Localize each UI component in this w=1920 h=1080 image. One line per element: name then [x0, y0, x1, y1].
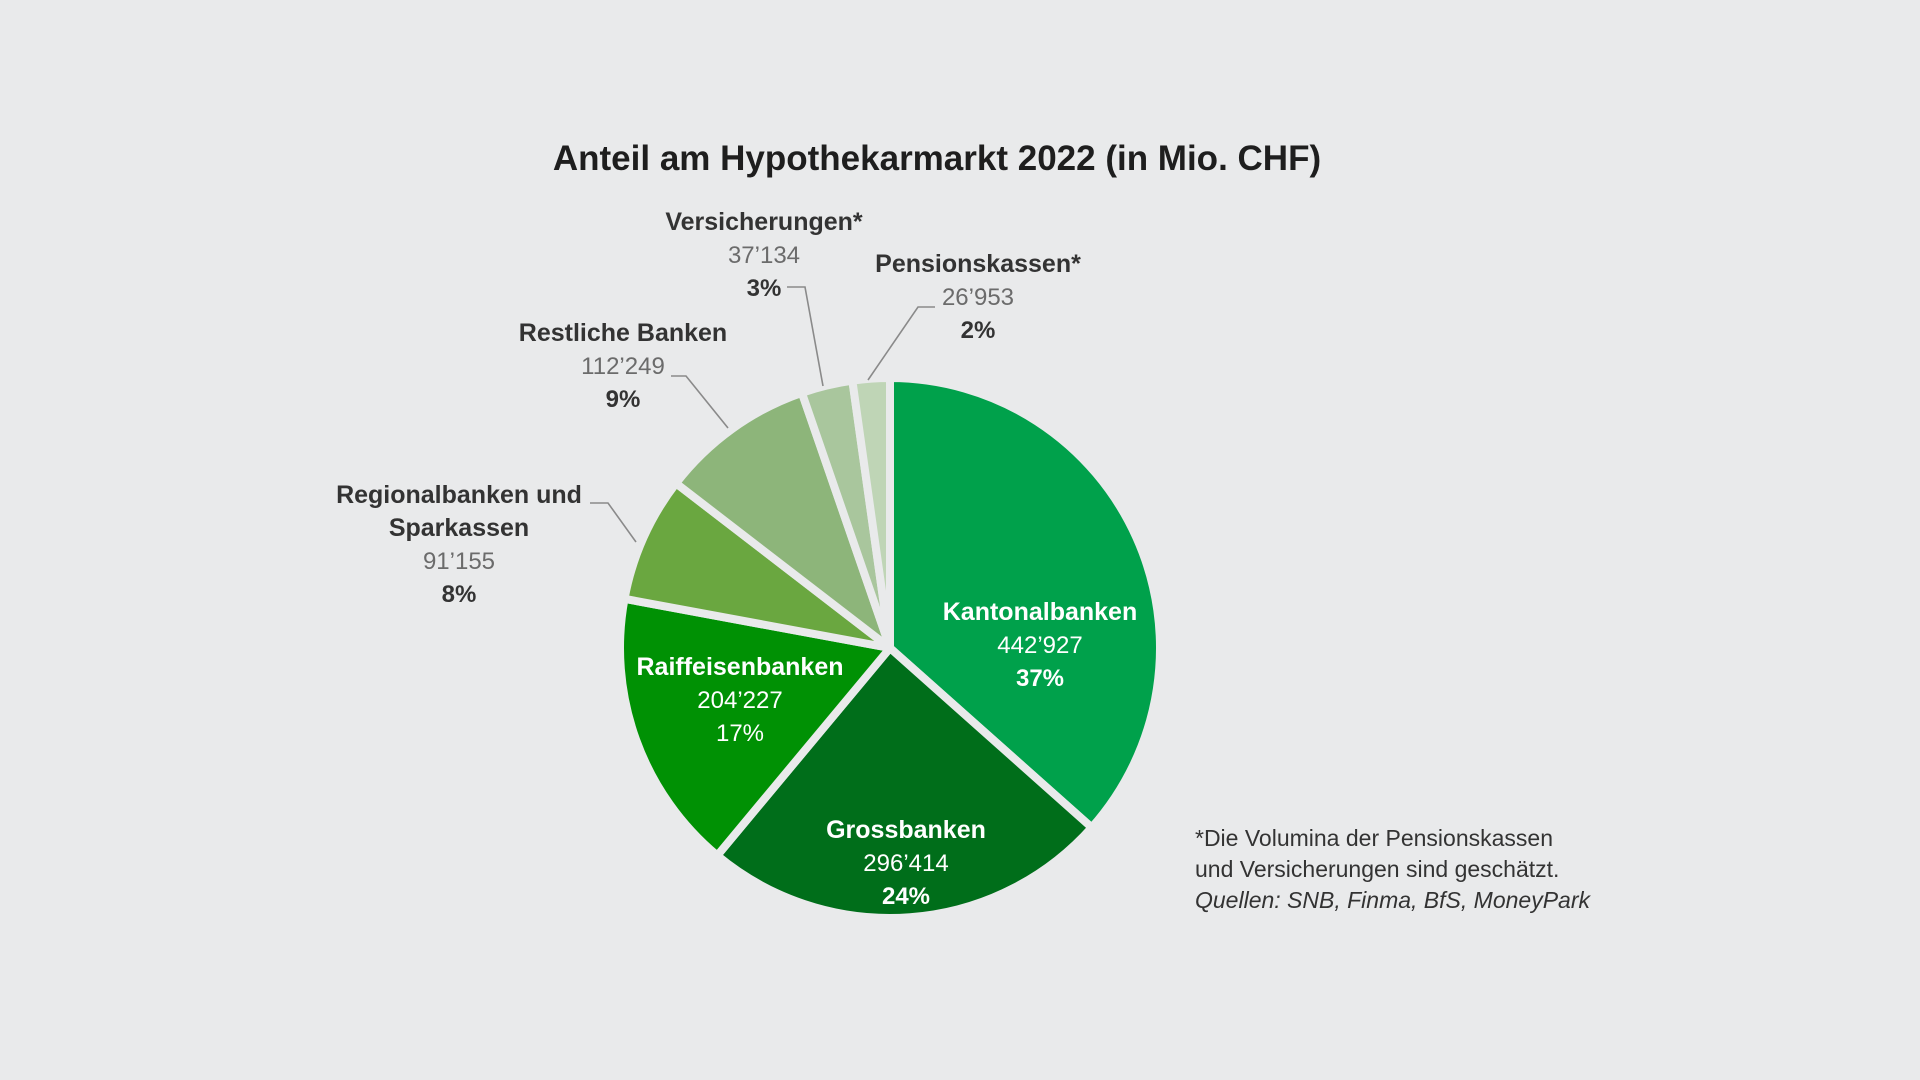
- raiffeisenbanken-value: 204’227: [697, 687, 782, 714]
- pie-slice-kantonalbanken: [886, 374, 1164, 832]
- versicherungen-label: Versicherungen*: [665, 208, 863, 236]
- pie-slice-raiffeisenbanken: [616, 594, 894, 860]
- grossbanken-percent: 24%: [882, 883, 930, 910]
- regionalbanken-und-sparkassen-label-line-2: Sparkassen: [389, 514, 529, 542]
- restliche-banken-percent: 9%: [606, 386, 641, 413]
- kantonalbanken-value: 442’927: [997, 632, 1082, 659]
- footnote: *Die Volumina der Pensionskassen und Ver…: [1195, 825, 1591, 913]
- footnote-line-2: und Versicherungen sind geschätzt.: [1195, 856, 1559, 882]
- pensionskassen-label: Pensionskassen*: [875, 250, 1081, 278]
- footnote-sources: Quellen: SNB, Finma, BfS, MoneyPark: [1195, 887, 1591, 913]
- regionalbanken-und-sparkassen-value: 91’155: [423, 548, 495, 575]
- versicherungen-leader-line: [787, 286, 824, 387]
- grossbanken-value: 296’414: [863, 850, 948, 877]
- kantonalbanken-label: Kantonalbanken: [943, 598, 1137, 626]
- versicherungen-percent: 3%: [747, 275, 782, 302]
- grossbanken-label: Grossbanken: [826, 816, 986, 844]
- chart-title: Anteil am Hypothekarmarkt 2022 (in Mio. …: [553, 139, 1321, 178]
- restliche-banken-value: 112’249: [581, 353, 665, 380]
- regionalbanken-und-sparkassen-percent: 8%: [442, 581, 477, 608]
- regionalbanken-und-sparkassen-leader-line: [590, 502, 637, 543]
- pensionskassen-value: 26’953: [942, 284, 1014, 311]
- pensionskassen-leader-line: [867, 306, 935, 381]
- versicherungen-value: 37’134: [728, 242, 800, 269]
- kantonalbanken-percent: 37%: [1016, 665, 1064, 692]
- regionalbanken-und-sparkassen-label-line-1: Regionalbanken und: [336, 481, 582, 509]
- footnote-line-1: *Die Volumina der Pensionskassen: [1195, 825, 1553, 851]
- restliche-banken-label: Restliche Banken: [519, 319, 727, 347]
- pie-slice-restliche-banken: [672, 388, 894, 652]
- pensionskassen-percent: 2%: [961, 317, 996, 344]
- pie-chart: [616, 374, 1164, 922]
- pie-slice-grossbanken: [713, 644, 1096, 922]
- restliche-banken-leader-line: [671, 375, 729, 429]
- raiffeisenbanken-label: Raiffeisenbanken: [636, 653, 843, 681]
- raiffeisenbanken-percent: 17%: [716, 720, 764, 747]
- pie-slice-pensionskassen: [848, 374, 894, 652]
- slice-labels: Kantonalbanken 442’927 37% Grossbanken 296’4…: [336, 208, 1137, 910]
- pie-slice-regionalbanken-und-sparkassen: [620, 479, 894, 652]
